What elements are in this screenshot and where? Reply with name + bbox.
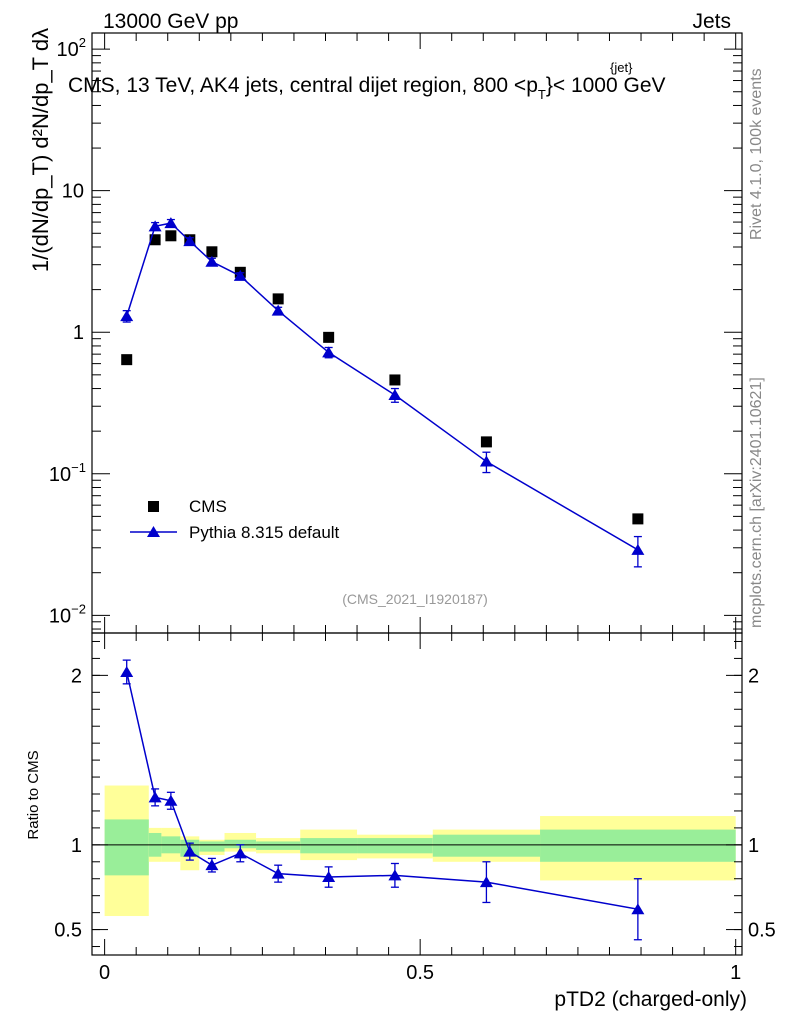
mcplots-label: mcplots.cern.ch [arXiv:2401.10621] [748,377,765,628]
x-tick-label-1: 0.5 [406,962,434,984]
main-y-tick-label-2: 1 [73,322,84,344]
cms-data-point-6 [272,293,284,305]
cms-data-point-9 [480,436,492,448]
svg-text:1/(dN/dp_T) d²N/dp_T dλ: 1/(dN/dp_T) d²N/dp_T dλ [28,28,53,272]
cms-data-point-10 [632,513,644,525]
pythia-data-point-10 [631,543,645,555]
ratio-y-tick-label-2: 2 [71,665,82,687]
ratio-uncertainty-bands [104,785,736,917]
pythia-data-point-0 [120,310,134,322]
pythia-data-point-3 [183,235,197,247]
ratio-data-point-3 [183,845,197,857]
pythia-data-point-6 [271,304,285,316]
pythia-data-point-7 [322,346,336,358]
x-tick-label-0: 0 [99,962,110,984]
main-data-marks [120,217,645,568]
cms-data-point-4 [206,246,218,258]
main-y-tick-label-4: 102 [57,35,86,61]
ratio-data-point-0 [120,665,134,677]
legend-cms-marker [148,501,159,512]
ratio-data-point-10 [631,903,645,915]
analysis-watermark: (CMS_2021_I1920187) [342,591,488,607]
legend-cms-label: CMS [189,497,227,516]
ratio-band-green-4 [199,841,225,852]
cms-data-point-2 [165,230,177,242]
ratio-band-green-5 [224,839,257,849]
main-y-tick-label-0: 10−2 [49,601,86,627]
energy-label: 13000 GeV pp [103,10,238,33]
cms-data-point-8 [389,374,401,386]
ratio-band-green-6 [256,841,301,850]
cms-data-point-1 [149,234,161,246]
ratio-data-point-9 [479,876,493,888]
jets-label: Jets [692,10,731,33]
ratio-data-point-8 [388,869,402,881]
cms-data-point-0 [121,354,133,366]
pythia-data-point-5 [233,269,247,281]
ratio-data-marks [120,659,645,941]
ratio-data-point-7 [322,871,336,883]
main-y-tick-label-1: 10−1 [49,460,86,486]
legend: CMS Pythia 8.315 default [130,497,340,542]
ratio-data-point-6 [271,867,285,879]
main-axis-ticks: 10−2 10−1 1 10 102 [49,33,742,633]
ratio-data-point-1 [148,791,162,803]
x-tick-label-2: 1 [730,962,741,984]
ratio-y-tick-label-right-0: 0.5 [748,920,776,942]
legend-pythia-marker [147,526,160,537]
ratio-band-green-7 [300,838,358,854]
ratio-band-green-10 [540,829,736,862]
pythia-data-point-8 [388,389,402,401]
ratio-band-green-8 [357,838,433,854]
plot-title-superscript: {jet} [610,60,633,75]
main-y-tick-label-3: 10 [62,181,84,203]
pythia-data-point-9 [479,455,493,467]
ratio-data-point-4 [205,859,219,871]
plot-title: CMS, 13 TeV, AK4 jets, central dijet reg… [68,74,666,102]
ratio-plot-frame [91,632,743,956]
main-y-axis-label: 1/(dN/dp_T) d²N/dp_T dλ [28,28,53,272]
ratio-y-tick-label-1: 1 [71,835,82,857]
pythia-data-point-1 [148,220,162,232]
ratio-y-tick-label-0: 0.5 [54,920,82,942]
ratio-y-tick-label-right-1: 1 [748,835,759,857]
ratio-band-green-0 [104,819,149,876]
ratio-data-point-5 [233,847,247,859]
x-axis-label: pTD2 (charged-only) [554,988,747,1011]
pythia-data-point-2 [164,217,178,229]
main-plot-frame [91,32,743,634]
pythia-data-point-4 [205,255,219,267]
legend-pythia-label: Pythia 8.315 default [189,523,340,542]
ratio-band-green-9 [432,834,541,857]
rivet-version-label: Rivet 4.1.0, 100k events [748,68,765,240]
ratio-data-point-2 [164,794,178,806]
ratio-y-axis-label: Ratio to CMS [25,750,42,839]
cms-data-point-7 [323,331,335,343]
ratio-y-tick-label-right-2: 2 [748,665,759,687]
ratio-axis-ticks: 0.5 0.5 1 1 2 2 0 0.5 1 [54,633,776,984]
